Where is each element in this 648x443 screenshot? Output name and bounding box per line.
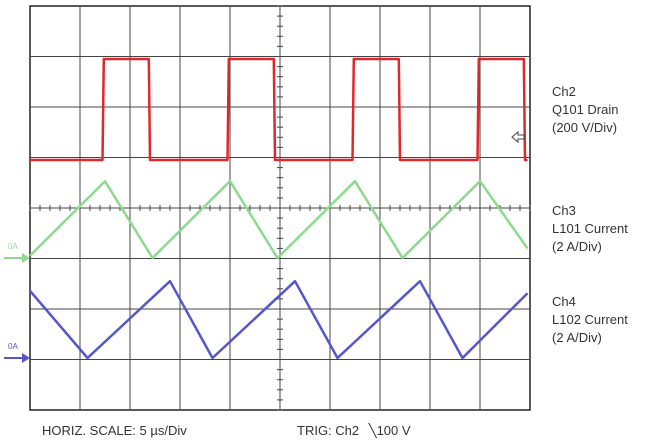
legend-ch4: Ch4 L102 Current (2 A/Div) [552, 293, 628, 347]
trigger-value: 100 V [376, 423, 411, 438]
legend-ch4-line2: L102 Current [552, 312, 628, 327]
legend-ch3-line3: (2 A/Div) [552, 239, 602, 254]
zero-label: 0A [8, 342, 18, 351]
legend-ch2: Ch2 Q101 Drain (200 V/Div) [552, 83, 618, 137]
legend-ch3-line2: L101 Current [552, 221, 628, 236]
plot-traces [29, 57, 529, 360]
trigger-label: TRIG: Ch2 [297, 423, 360, 438]
legend-ch3: Ch3 L101 Current (2 A/Div) [552, 202, 628, 256]
legend-ch2-line3: (200 V/Div) [552, 120, 618, 135]
ch4-zero-marker-icon-head [22, 353, 30, 363]
zero-label: 0A [8, 242, 18, 251]
channel-markers: 0A 0A [4, 130, 525, 363]
ch3-zero-marker-icon-head [22, 253, 30, 263]
plot-grid [29, 5, 531, 411]
legend-ch3-line1: Ch3 [552, 203, 576, 218]
trace-ch4-l102-current [29, 279, 529, 360]
legend-ch2-line2: Q101 Drain [552, 102, 619, 117]
legend-ch2-line1: Ch2 [552, 84, 576, 99]
legend-ch4-line1: Ch4 [552, 294, 576, 309]
legend-ch4-line3: (2 A/Div) [552, 330, 602, 345]
ch2-trigger-level-icon [511, 130, 525, 144]
trigger-edge-icon: ╲ [368, 423, 377, 438]
trace-ch3-l101-current [29, 179, 529, 260]
trace-ch2-q101-drain [30, 57, 528, 162]
horizontal-scale-label: HORIZ. SCALE: 5 µs/Div [42, 423, 187, 438]
trigger-readout: TRIG: Ch2 ╲100 V [297, 423, 411, 439]
